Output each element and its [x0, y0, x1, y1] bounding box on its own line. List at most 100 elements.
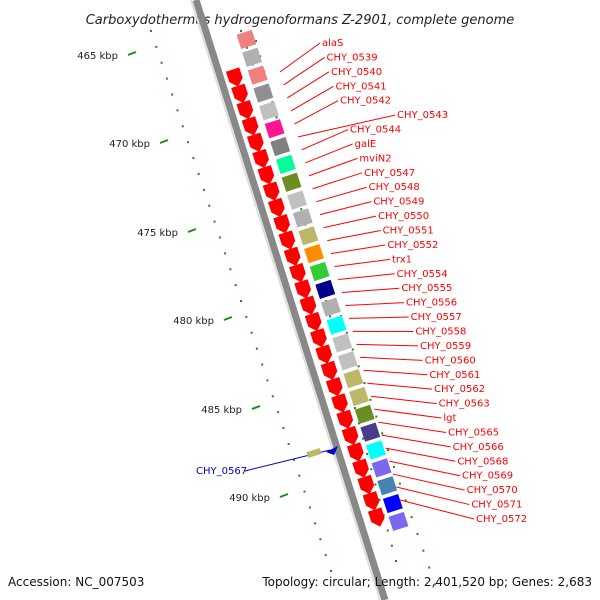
cog-box	[337, 351, 358, 371]
reverse-genes: CHY_0567	[196, 446, 338, 477]
scale-dot	[171, 93, 174, 96]
reverse-gene-arrow	[326, 446, 338, 455]
label-leader-line	[359, 356, 423, 361]
label-leader-line	[279, 42, 321, 73]
scale-dot	[390, 544, 393, 547]
forward-gene-arrow	[236, 99, 254, 120]
gene-label: CHY_0562	[434, 384, 485, 395]
scale-dot	[245, 46, 248, 49]
gene-label: CHY_0571	[471, 500, 522, 511]
gene-label: CHY_0559	[420, 341, 471, 352]
forward-gene-arrow	[352, 458, 369, 478]
label-leader-line	[290, 85, 334, 112]
forward-genes	[225, 67, 385, 527]
scale-dot	[271, 395, 274, 398]
scale-dot	[353, 407, 356, 410]
gene-label: CHY_0565	[448, 427, 499, 438]
scale-dot	[329, 315, 332, 318]
scale-dot	[213, 220, 216, 223]
cog-box	[298, 226, 319, 246]
scale-dot	[229, 268, 232, 271]
cog-box	[315, 279, 336, 299]
gene-label: CHY_0543	[397, 110, 448, 121]
cog-box	[309, 261, 330, 282]
cog-box	[275, 154, 296, 174]
gene-label: CHY_0541	[336, 81, 387, 92]
label-leader-line	[345, 302, 405, 306]
gene-labels: alaS CHY_0539 CHY_0540 CHY_0541 CHY_0542 CHY_…	[322, 38, 527, 525]
forward-gene-arrow	[357, 474, 375, 495]
kbp-tick	[127, 51, 137, 56]
scale-dot	[324, 554, 327, 557]
scale-dot	[345, 331, 348, 334]
gene-label: CHY_0558	[415, 326, 466, 337]
forward-gene-arrow	[294, 279, 312, 299]
backbone-inner-line	[190, 0, 381, 600]
label-leader-line	[312, 172, 363, 190]
kbp-label: 490 kbp	[229, 493, 270, 504]
gene-label: CHY_0551	[383, 226, 434, 237]
forward-gene-arrow	[325, 377, 343, 397]
forward-gene-arrow	[346, 442, 364, 462]
gene-label: CHY_0572	[476, 514, 527, 525]
label-leader-line	[316, 186, 367, 203]
scale-dot	[250, 331, 253, 334]
cog-box	[382, 493, 403, 514]
cog-box	[371, 458, 392, 478]
gene-label: CHY_0542	[340, 96, 391, 107]
backbone-line	[192, 0, 389, 600]
gene-label: CHY_0570	[467, 485, 518, 496]
gene-label: CHY_0544	[350, 125, 401, 136]
gene-label: CHY_0556	[406, 298, 457, 309]
cog-box	[270, 136, 291, 157]
gene-label: CHY_0539	[327, 52, 378, 63]
cog-box	[247, 65, 268, 85]
scale-dot	[298, 474, 301, 477]
label-leader-line	[370, 395, 437, 405]
scale-dot	[218, 236, 221, 239]
forward-gene-arrow	[320, 360, 338, 380]
label-leader-line	[363, 369, 428, 376]
cog-box	[264, 119, 285, 139]
gene-label: CHY_0549	[373, 197, 424, 208]
gene-label: CHY_0560	[425, 355, 476, 366]
gene-label: CHY_0552	[387, 240, 438, 251]
gene-label: CHY_0554	[397, 269, 448, 280]
kbp-label: 465 kbp	[77, 51, 118, 62]
forward-gene-arrow	[257, 165, 275, 185]
scale-dot	[240, 300, 242, 302]
cog-boxes	[236, 29, 409, 532]
scale-dot	[357, 422, 360, 425]
forward-gene-arrow	[225, 67, 243, 87]
scale-dot	[275, 116, 278, 119]
scale-dot	[375, 415, 378, 418]
label-leader-line	[287, 71, 330, 99]
kbp-tick	[159, 139, 169, 144]
forward-gene-arrow	[341, 425, 359, 446]
label-leaders	[279, 42, 475, 520]
gene-label: alaS	[322, 38, 343, 49]
topology-text: Topology: circular; Length: 2,401,520 bp…	[261, 575, 592, 589]
scale-dot	[155, 45, 158, 48]
gene-label: CHY_0548	[369, 182, 420, 193]
scale-dot	[266, 379, 269, 382]
scale-dot	[308, 506, 311, 509]
forward-gene-arrow	[278, 230, 296, 250]
reverse-cog-box	[306, 447, 322, 459]
cog-box	[242, 47, 263, 67]
scale-dot	[255, 40, 257, 42]
forward-gene-arrow	[246, 132, 264, 152]
scale-dot	[192, 157, 195, 160]
cog-box	[366, 440, 386, 460]
cog-box	[253, 83, 274, 103]
scale-dot	[319, 538, 322, 541]
label-leader-line	[319, 201, 372, 216]
label-leader-line	[323, 215, 377, 229]
cog-box	[332, 333, 353, 353]
scale-dot	[395, 560, 397, 562]
label-leader-line	[385, 447, 456, 462]
cog-box	[349, 386, 369, 407]
label-leader-line	[308, 157, 358, 177]
cog-box	[360, 422, 381, 442]
